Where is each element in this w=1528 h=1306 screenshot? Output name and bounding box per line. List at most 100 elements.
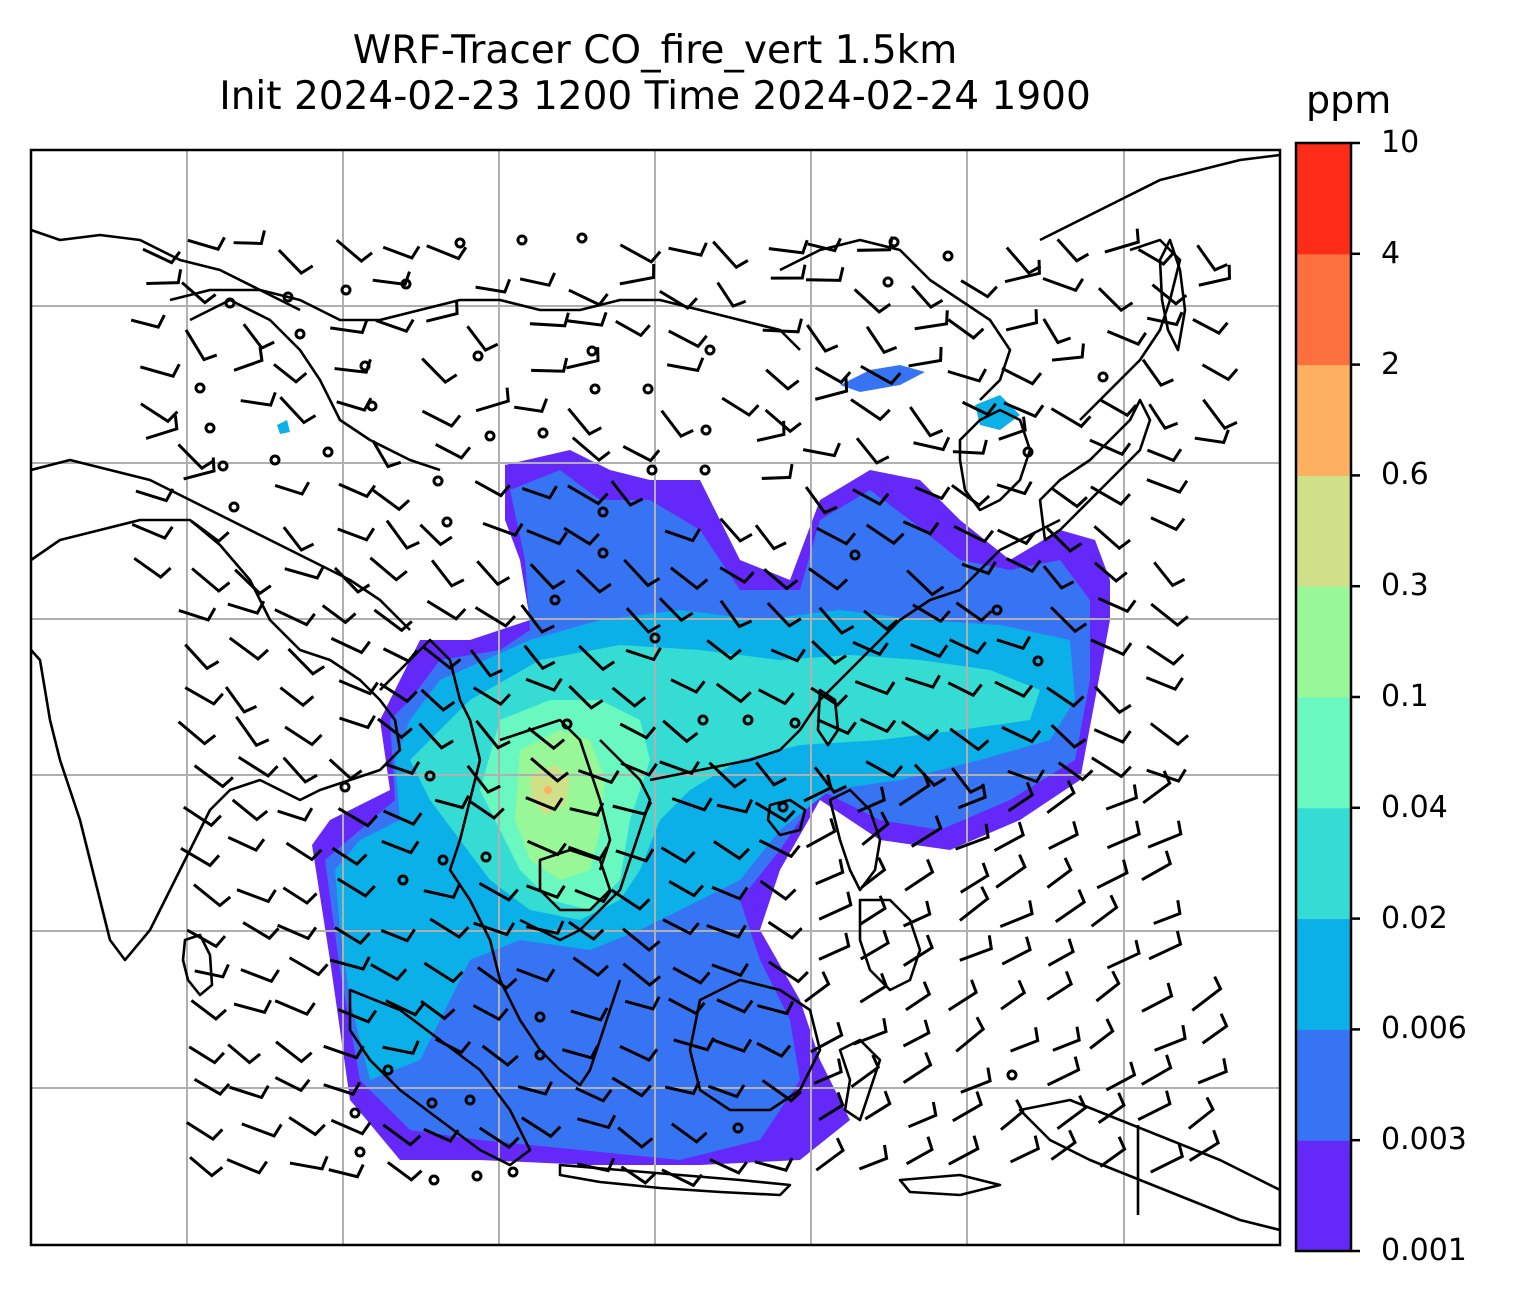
- wind-barb: [521, 485, 558, 500]
- wind-calm-marker: [534, 1049, 546, 1061]
- wind-barb: [624, 996, 661, 1011]
- wind-barb: [865, 523, 905, 546]
- wind-barb: [902, 1051, 933, 1084]
- wind-barb: [660, 846, 696, 864]
- wind-barbs: [130, 228, 1239, 1188]
- wind-barb: [1192, 318, 1229, 335]
- wind-barb: [193, 1078, 231, 1097]
- wind-barb: [277, 807, 314, 822]
- wind-barb: [1091, 756, 1132, 779]
- wind-barb: [572, 956, 609, 978]
- wind-barb: [289, 1155, 329, 1171]
- wind-barb: [804, 971, 831, 1003]
- wind-barb: [706, 639, 742, 661]
- wind-barb: [423, 1127, 460, 1143]
- wind-barb: [227, 836, 266, 852]
- colorbar-segment: [1296, 807, 1351, 920]
- wind-barb: [140, 402, 179, 424]
- wind-barb: [530, 757, 570, 783]
- wind-barb: [1050, 1129, 1077, 1161]
- wind-calm-marker: [382, 1064, 394, 1076]
- wind-barb: [955, 1016, 986, 1053]
- wind-barb: [1146, 448, 1183, 463]
- wind-barb: [376, 717, 413, 740]
- wind-barb: [659, 760, 700, 776]
- border-central: [31, 228, 301, 312]
- wind-barb: [619, 243, 662, 264]
- wind-barb: [806, 324, 839, 353]
- wind-barb: [1004, 259, 1041, 284]
- wind-barb: [473, 921, 516, 937]
- conc-max-spot: [544, 786, 552, 794]
- wind-barb: [1153, 899, 1182, 925]
- wind-barb: [240, 391, 277, 407]
- wind-barb: [1005, 309, 1039, 332]
- wind-barb: [913, 763, 947, 788]
- wind-barb: [529, 563, 566, 590]
- wind-barb: [853, 288, 892, 314]
- wind-barb: [947, 979, 979, 1012]
- wind-barb: [808, 567, 849, 591]
- wind-barb: [231, 798, 269, 822]
- wind-barb: [707, 1084, 746, 1099]
- wind-barb: [947, 681, 983, 698]
- wind-barb: [619, 263, 656, 286]
- colorbar-segment: [1296, 253, 1351, 366]
- wind-barb: [621, 927, 661, 952]
- wind-barb: [761, 463, 794, 480]
- wind-barb: [768, 239, 809, 255]
- wind-barb: [716, 998, 754, 1014]
- wind-barb: [369, 556, 408, 582]
- wind-barb: [708, 761, 747, 789]
- wind-barb: [525, 677, 563, 692]
- wind-calm-marker: [349, 1107, 361, 1119]
- wind-barb: [852, 488, 890, 507]
- wind-barb: [520, 604, 555, 634]
- wind-barb: [339, 714, 376, 730]
- wind-barb: [370, 963, 408, 982]
- wind-barb: [1096, 859, 1129, 890]
- coast-borneo: [688, 978, 822, 1112]
- wind-barb: [666, 357, 705, 373]
- wind-barb: [1050, 407, 1092, 429]
- wind-barb: [1048, 820, 1079, 851]
- colorbar-tick-label: 4: [1381, 235, 1401, 271]
- colorbar-tick-label: 0.3: [1381, 568, 1429, 604]
- wind-barb: [1056, 238, 1090, 263]
- wind-barb: [469, 649, 503, 678]
- wind-barb: [947, 318, 985, 340]
- coast-india: [31, 518, 402, 962]
- wind-barb: [672, 966, 711, 985]
- wind-barb: [1151, 283, 1188, 306]
- wind-barb: [1188, 1129, 1221, 1162]
- wind-barb: [1050, 486, 1088, 509]
- wind-barb: [673, 1037, 716, 1052]
- wind-barb: [133, 557, 172, 580]
- coast-timor: [898, 1173, 1002, 1197]
- wind-barb: [567, 407, 603, 436]
- wind-barb: [482, 521, 524, 537]
- colorbar-segment: [1296, 364, 1351, 476]
- wind-barb: [418, 722, 454, 750]
- wind-barb: [898, 772, 931, 807]
- wind-calm-marker: [204, 422, 216, 434]
- wind-barb: [192, 883, 232, 908]
- wind-barb: [904, 858, 935, 892]
- wind-barb: [756, 1041, 792, 1058]
- wind-barb: [371, 439, 402, 469]
- title-line-1: WRF-Tracer CO_fire_vert 1.5km: [352, 28, 958, 73]
- wind-calm-marker: [646, 464, 658, 476]
- wind-barb: [865, 760, 904, 779]
- wind-barb: [719, 599, 753, 629]
- wind-barb: [1009, 1027, 1040, 1053]
- wind-barb: [993, 821, 1025, 852]
- wind-barb: [662, 719, 699, 744]
- wind-barb: [1105, 1061, 1137, 1092]
- wind-barb: [1187, 1096, 1215, 1130]
- coastlines: [31, 153, 1280, 1232]
- wind-calm-marker: [597, 547, 609, 559]
- wind-barb: [475, 278, 512, 294]
- wind-barb: [145, 415, 179, 440]
- wind-barb: [146, 269, 183, 286]
- wind-calm-marker: [339, 781, 351, 793]
